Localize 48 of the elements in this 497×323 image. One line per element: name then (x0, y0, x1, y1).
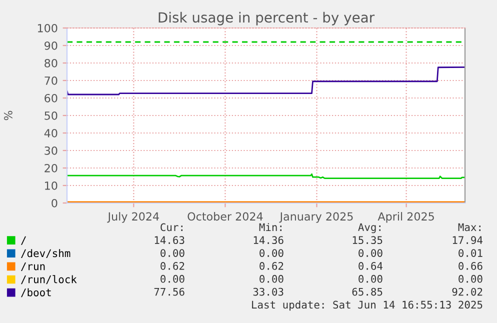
text: 0.64 (358, 262, 383, 270)
y-tick-label: 70 (44, 76, 58, 85)
text: 77.56 (154, 288, 184, 296)
legend-label: /run (21, 262, 45, 272)
text: 0.00 (358, 249, 382, 257)
text: 15.35 (352, 236, 382, 244)
chart-title: Disk usage in percent - by year (158, 12, 375, 26)
text: 65.85 (352, 288, 382, 296)
text: 0.62 (160, 262, 184, 270)
text: 33.03 (253, 288, 284, 296)
text: 0.00 (260, 249, 284, 257)
text: Cur: (160, 223, 182, 232)
text: Max: (458, 223, 480, 232)
y-axis-title: % (4, 110, 12, 120)
text: 14.63 (154, 236, 184, 244)
x-tick-label: October 2024 (188, 212, 263, 221)
text: 0.00 (160, 249, 184, 257)
y-tick-label: 100 (38, 24, 58, 32)
text: 0.00 (458, 274, 482, 283)
legend-label: /boot (21, 288, 51, 298)
line-series (67, 66, 465, 96)
text: Last update: Sat Jun 14 16:55:13 2025 (252, 300, 482, 311)
text: 0.00 (260, 274, 284, 283)
legend-label: /dev/shm (21, 249, 70, 258)
text: 0.62 (260, 262, 284, 270)
text: 92.02 (452, 288, 482, 296)
legend-label: / (21, 236, 26, 245)
y-tick-label: 20 (44, 164, 58, 172)
x-tick-label: April 2025 (378, 212, 434, 223)
text: 14.36 (254, 236, 284, 244)
y-tick-label: 80 (44, 58, 58, 68)
text: 0.00 (160, 274, 184, 283)
text: 0.66 (458, 262, 482, 270)
x-tick-label: July 2024 (107, 212, 159, 223)
y-tick-label: 40 (44, 128, 58, 138)
y-tick-label: 90 (44, 41, 58, 50)
x-tick-label: January 2025 (279, 212, 353, 223)
y-tick-label: 0 (52, 198, 58, 208)
legend-label: /run/lock (21, 275, 77, 284)
text: 17.94 (452, 236, 483, 244)
text: 0.01 (458, 249, 482, 257)
y-tick-label: 10 (45, 181, 58, 190)
text: Min: (259, 223, 282, 231)
text: Avg: (358, 223, 380, 234)
y-tick-label: 60 (44, 94, 58, 102)
y-tick-label: 50 (44, 111, 58, 120)
text: 0.00 (358, 274, 382, 283)
y-tick-label: 30 (44, 146, 58, 155)
